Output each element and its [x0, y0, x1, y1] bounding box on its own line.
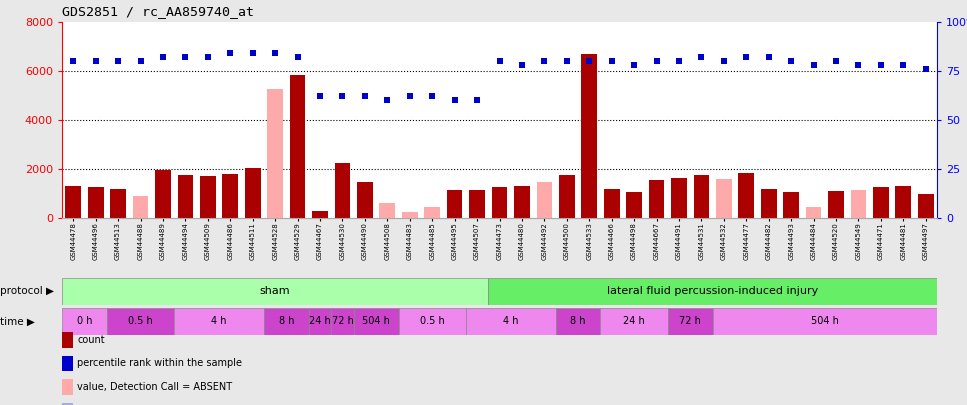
Bar	[402, 212, 418, 218]
Text: time ▶: time ▶	[0, 316, 35, 326]
Text: 504 h: 504 h	[811, 316, 838, 326]
Bar	[332, 308, 354, 335]
Bar	[603, 189, 620, 218]
Text: 0 h: 0 h	[76, 316, 92, 326]
Text: protocol ▶: protocol ▶	[0, 286, 54, 296]
Bar	[739, 173, 754, 218]
Text: count: count	[77, 335, 105, 345]
Bar	[783, 192, 799, 218]
Text: value, Detection Call = ABSENT: value, Detection Call = ABSENT	[77, 382, 233, 392]
Text: 0.5 h: 0.5 h	[420, 316, 445, 326]
Bar	[514, 186, 530, 218]
Bar	[132, 196, 148, 218]
Bar	[312, 211, 328, 218]
Bar	[649, 180, 664, 218]
Bar	[222, 174, 238, 218]
Bar	[556, 308, 601, 335]
Bar	[264, 308, 308, 335]
Bar	[155, 170, 171, 218]
Bar	[671, 177, 687, 218]
Text: 72 h: 72 h	[332, 316, 353, 326]
Bar	[488, 278, 937, 305]
Bar	[559, 175, 574, 218]
Text: 4 h: 4 h	[212, 316, 227, 326]
Bar	[107, 308, 174, 335]
Text: lateral fluid percussion-induced injury: lateral fluid percussion-induced injury	[607, 286, 818, 296]
Text: 504 h: 504 h	[363, 316, 390, 326]
Text: 4 h: 4 h	[503, 316, 518, 326]
Text: 24 h: 24 h	[309, 316, 331, 326]
Bar	[110, 189, 126, 218]
Bar	[354, 308, 398, 335]
Bar	[66, 186, 81, 218]
Bar	[491, 188, 508, 218]
Bar	[267, 90, 283, 218]
Bar	[716, 179, 732, 218]
Text: 8 h: 8 h	[278, 316, 294, 326]
Bar	[668, 308, 713, 335]
Bar	[895, 186, 911, 218]
Bar	[918, 194, 933, 218]
Text: 24 h: 24 h	[624, 316, 645, 326]
Bar	[245, 168, 260, 218]
Bar	[447, 190, 462, 218]
Text: 0.5 h: 0.5 h	[129, 316, 153, 326]
Bar	[308, 308, 332, 335]
Text: 72 h: 72 h	[679, 316, 701, 326]
Bar	[62, 278, 488, 305]
Text: 8 h: 8 h	[571, 316, 586, 326]
Bar	[290, 75, 306, 218]
Text: GDS2851 / rc_AA859740_at: GDS2851 / rc_AA859740_at	[62, 5, 254, 18]
Bar	[425, 207, 440, 218]
Bar	[713, 308, 937, 335]
Bar	[761, 189, 777, 218]
Bar	[200, 176, 216, 218]
Text: percentile rank within the sample: percentile rank within the sample	[77, 358, 243, 369]
Bar	[806, 207, 821, 218]
Bar	[693, 175, 709, 218]
Bar	[174, 308, 264, 335]
Text: sham: sham	[260, 286, 290, 296]
Bar	[466, 308, 556, 335]
Bar	[851, 190, 866, 218]
Bar	[581, 54, 597, 218]
Bar	[537, 183, 552, 218]
Bar	[379, 203, 396, 218]
Bar	[828, 191, 844, 218]
Bar	[601, 308, 668, 335]
Bar	[469, 190, 484, 218]
Bar	[357, 183, 372, 218]
Bar	[62, 308, 107, 335]
Bar	[873, 188, 889, 218]
Bar	[627, 192, 642, 218]
Bar	[88, 188, 103, 218]
Bar	[335, 163, 350, 218]
Bar	[178, 175, 193, 218]
Bar	[398, 308, 466, 335]
